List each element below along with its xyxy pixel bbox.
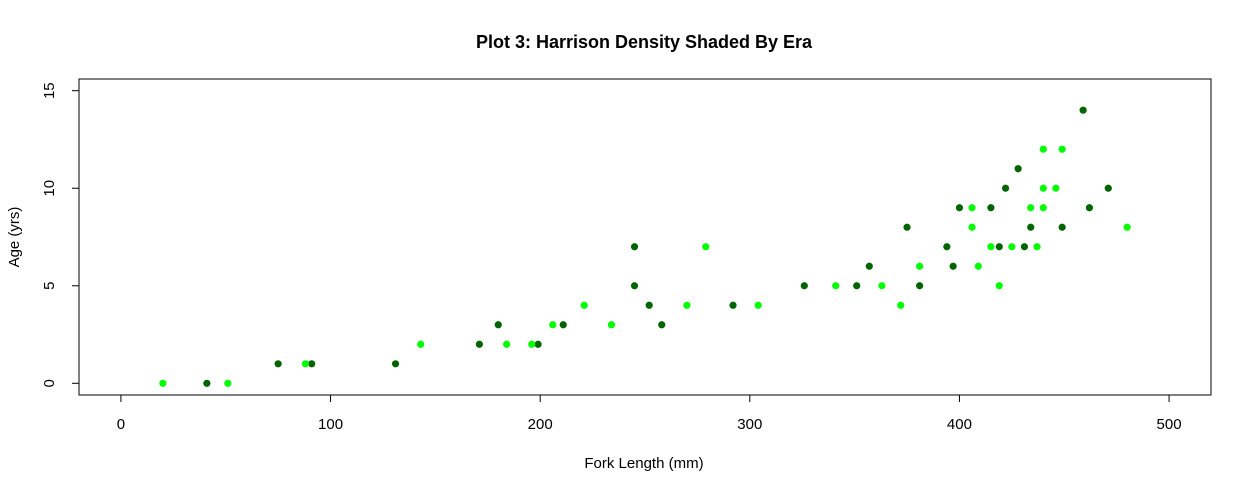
data-point	[943, 243, 951, 251]
data-point	[559, 321, 567, 329]
x-axis: 0 100 200 300 400 500	[117, 394, 1182, 433]
data-point	[1052, 184, 1060, 192]
data-point	[832, 282, 840, 290]
x-tick-label: 0	[117, 416, 125, 433]
data-point	[968, 223, 976, 231]
data-point	[645, 301, 653, 309]
data-point	[800, 282, 808, 290]
y-tick-label: 0	[41, 379, 58, 387]
data-point	[1123, 223, 1131, 231]
y-tick-label: 5	[41, 282, 58, 290]
data-point	[903, 223, 911, 231]
data-point	[987, 204, 995, 212]
data-point	[658, 321, 666, 329]
data-point	[1039, 184, 1047, 192]
y-axis-label: Age (yrs)	[6, 207, 23, 268]
data-point	[391, 360, 400, 368]
data-point	[995, 243, 1003, 251]
data-point	[417, 340, 425, 348]
y-axis: 0 5 10 15	[41, 82, 80, 387]
data-point	[897, 301, 905, 309]
data-point	[1079, 106, 1087, 114]
data-point	[308, 360, 316, 368]
data-point	[1033, 243, 1041, 251]
data-point	[995, 282, 1003, 290]
data-point	[503, 340, 511, 348]
data-point	[1039, 145, 1047, 153]
data-point	[475, 340, 483, 348]
data-point	[987, 243, 995, 251]
data-point	[301, 360, 309, 368]
data-point	[916, 282, 924, 290]
data-point	[853, 282, 861, 290]
data-point	[865, 262, 873, 270]
data-point	[683, 301, 691, 309]
data-point	[949, 262, 957, 270]
data-point	[702, 243, 710, 251]
data-point	[224, 379, 232, 387]
data-point	[1008, 243, 1016, 251]
data-point	[754, 301, 762, 309]
data-point	[878, 282, 886, 290]
x-tick-label: 500	[1157, 416, 1182, 433]
y-tick-label: 15	[41, 82, 58, 99]
data-point	[159, 379, 167, 387]
data-points	[159, 106, 1131, 387]
data-point	[1001, 184, 1010, 192]
data-point	[955, 204, 964, 212]
data-point	[607, 321, 616, 329]
data-point	[1085, 204, 1094, 212]
x-axis-label: Fork Length (mm)	[584, 455, 703, 472]
data-point	[1014, 165, 1022, 173]
x-tick-label: 400	[947, 416, 972, 433]
y-tick-label: 10	[41, 180, 58, 197]
data-point	[274, 360, 282, 368]
data-point	[528, 340, 536, 348]
data-point	[968, 204, 976, 212]
x-tick-label: 100	[318, 416, 343, 433]
data-point	[1104, 184, 1112, 192]
data-point	[630, 282, 639, 290]
data-point	[1058, 223, 1066, 231]
data-point	[580, 301, 588, 309]
data-point	[974, 262, 982, 270]
data-point	[534, 340, 542, 348]
data-point	[1027, 223, 1035, 231]
data-point	[729, 301, 737, 309]
data-point	[203, 379, 211, 387]
plot-frame	[78, 78, 1212, 396]
data-point	[1058, 145, 1066, 153]
data-point	[1027, 204, 1035, 212]
x-tick-label: 300	[737, 416, 762, 433]
chart-title: Plot 3: Harrison Density Shaded By Era	[476, 32, 813, 52]
data-point	[916, 262, 924, 270]
x-tick-label: 200	[528, 416, 553, 433]
data-point	[1039, 204, 1047, 212]
data-point	[1020, 243, 1029, 251]
data-point	[630, 243, 639, 251]
data-point	[549, 321, 557, 329]
data-point	[494, 321, 502, 329]
